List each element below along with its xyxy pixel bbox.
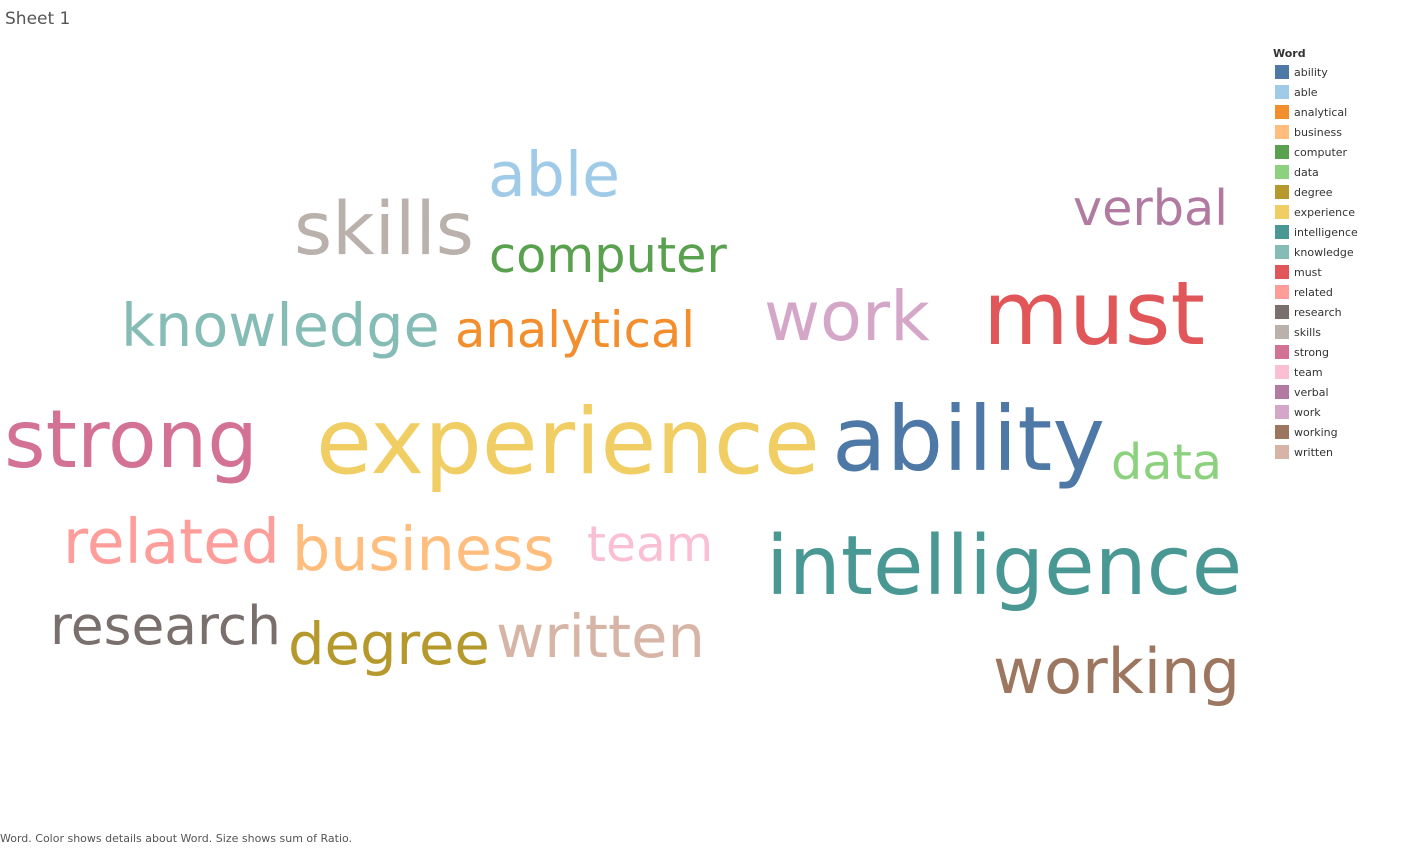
legend-label: data: [1294, 165, 1319, 179]
legend-swatch: [1275, 145, 1289, 159]
legend-swatch: [1275, 205, 1289, 219]
legend-label: work: [1294, 405, 1321, 419]
legend-item[interactable]: team: [1273, 362, 1403, 382]
legend-label: team: [1294, 365, 1323, 379]
legend-title: Word: [1273, 47, 1306, 60]
legend-items: ability able analytical business computer dat…: [1273, 62, 1403, 462]
legend-label: computer: [1294, 145, 1348, 159]
word-degree[interactable]: degree: [288, 611, 490, 678]
legend-label: knowledge: [1294, 245, 1354, 259]
legend-label: able: [1294, 85, 1318, 99]
legend-item[interactable]: experience: [1273, 202, 1403, 222]
legend-item[interactable]: verbal: [1273, 382, 1403, 402]
word-working[interactable]: working: [993, 635, 1240, 708]
word-computer[interactable]: computer: [489, 226, 727, 284]
legend-label: related: [1294, 285, 1333, 299]
legend-item[interactable]: related: [1273, 282, 1403, 302]
sheet-title: Sheet 1: [5, 9, 71, 29]
legend-item[interactable]: must: [1273, 262, 1403, 282]
legend-swatch: [1275, 445, 1289, 459]
legend-swatch: [1275, 405, 1289, 419]
legend-label: ability: [1294, 65, 1328, 79]
legend-item[interactable]: degree: [1273, 182, 1403, 202]
legend-item[interactable]: work: [1273, 402, 1403, 422]
legend-item[interactable]: business: [1273, 122, 1403, 142]
legend-swatch: [1275, 345, 1289, 359]
legend-label: experience: [1294, 205, 1355, 219]
legend-swatch: [1275, 185, 1289, 199]
legend-item[interactable]: able: [1273, 82, 1403, 102]
legend-swatch: [1275, 105, 1289, 119]
legend-label: business: [1294, 125, 1342, 139]
legend-label: skills: [1294, 325, 1322, 339]
legend-swatch: [1275, 125, 1289, 139]
word-experience[interactable]: experience: [316, 390, 820, 495]
legend-label: intelligence: [1294, 225, 1358, 239]
word-team[interactable]: team: [587, 517, 713, 573]
legend-item[interactable]: data: [1273, 162, 1403, 182]
word-written[interactable]: written: [496, 602, 705, 671]
legend-swatch: [1275, 325, 1289, 339]
legend-item[interactable]: strong: [1273, 342, 1403, 362]
legend-swatch: [1275, 85, 1289, 99]
legend-swatch: [1275, 225, 1289, 239]
legend-swatch: [1275, 385, 1289, 399]
legend-item[interactable]: skills: [1273, 322, 1403, 342]
legend-swatch: [1275, 285, 1289, 299]
legend-swatch: [1275, 365, 1289, 379]
legend-label: research: [1294, 305, 1342, 319]
legend-swatch: [1275, 305, 1289, 319]
legend-label: written: [1294, 445, 1333, 459]
legend-item[interactable]: written: [1273, 442, 1403, 462]
word-able[interactable]: able: [488, 139, 620, 211]
legend-item[interactable]: analytical: [1273, 102, 1403, 122]
word-business[interactable]: business: [292, 515, 555, 585]
word-strong[interactable]: strong: [4, 393, 258, 486]
legend-item[interactable]: intelligence: [1273, 222, 1403, 242]
word-intelligence[interactable]: intelligence: [766, 519, 1242, 614]
legend-label: degree: [1294, 185, 1333, 199]
word-work[interactable]: work: [764, 277, 930, 357]
word-must[interactable]: must: [983, 262, 1205, 365]
legend-label: working: [1294, 425, 1338, 439]
legend-item[interactable]: knowledge: [1273, 242, 1403, 262]
word-ability[interactable]: ability: [832, 388, 1105, 492]
word-related[interactable]: related: [63, 507, 280, 578]
legend-label: must: [1294, 265, 1322, 279]
word-data[interactable]: data: [1111, 433, 1222, 491]
word-analytical[interactable]: analytical: [455, 301, 695, 359]
legend-swatch: [1275, 65, 1289, 79]
legend-swatch: [1275, 245, 1289, 259]
legend-label: analytical: [1294, 105, 1348, 119]
legend-item[interactable]: working: [1273, 422, 1403, 442]
legend-label: strong: [1294, 345, 1330, 359]
legend-swatch: [1275, 165, 1289, 179]
legend-label: verbal: [1294, 385, 1329, 399]
word-research[interactable]: research: [50, 594, 281, 657]
legend-item[interactable]: computer: [1273, 142, 1403, 162]
chart-caption: Word. Color shows details about Word. Si…: [0, 832, 353, 845]
word-verbal[interactable]: verbal: [1073, 179, 1228, 237]
legend-swatch: [1275, 425, 1289, 439]
word-skills[interactable]: skills: [294, 187, 474, 272]
color-legend: Word ability able analytical business comput…: [1273, 46, 1403, 462]
legend-item[interactable]: ability: [1273, 62, 1403, 82]
word-knowledge[interactable]: knowledge: [121, 291, 440, 360]
legend-swatch: [1275, 265, 1289, 279]
legend-item[interactable]: research: [1273, 302, 1403, 322]
